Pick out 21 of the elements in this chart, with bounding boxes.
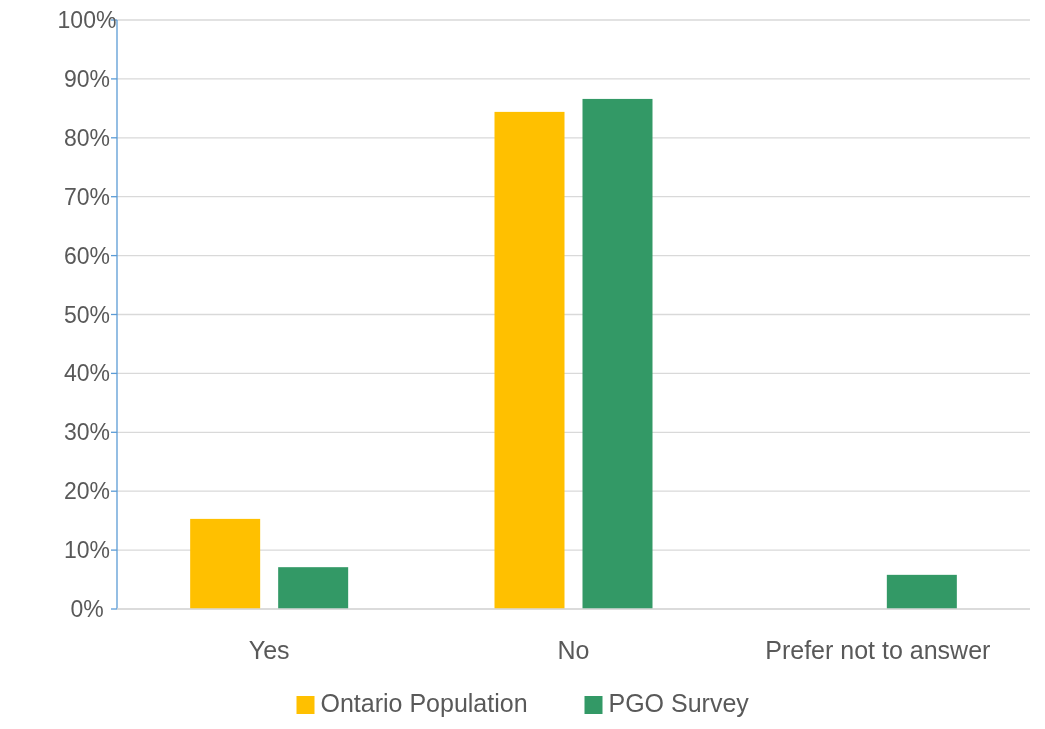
y-tick-label: 0% <box>70 596 104 623</box>
y-tick-label: 70% <box>63 183 111 210</box>
y-tick-label: 30% <box>63 419 111 446</box>
x-tick-label: Prefer not to answer <box>765 636 991 664</box>
y-tick-label: 90% <box>63 65 111 92</box>
y-tick-label: 60% <box>63 242 111 269</box>
bar <box>190 518 261 609</box>
bar <box>278 567 349 609</box>
bar <box>886 574 957 609</box>
bar <box>582 98 653 609</box>
y-tick-label: 50% <box>63 301 111 328</box>
y-tick-label: 80% <box>63 124 111 151</box>
y-tick-label: 20% <box>63 478 111 505</box>
y-tick-label: 40% <box>63 360 111 387</box>
bar <box>494 111 565 609</box>
y-tick-label: 10% <box>63 537 111 564</box>
legend-label: PGO Survey <box>608 689 750 717</box>
x-tick-label: No <box>557 636 590 664</box>
legend-label: Ontario Population <box>320 689 528 717</box>
y-tick-label: 100% <box>57 7 117 34</box>
x-tick-label: Yes <box>248 636 290 664</box>
